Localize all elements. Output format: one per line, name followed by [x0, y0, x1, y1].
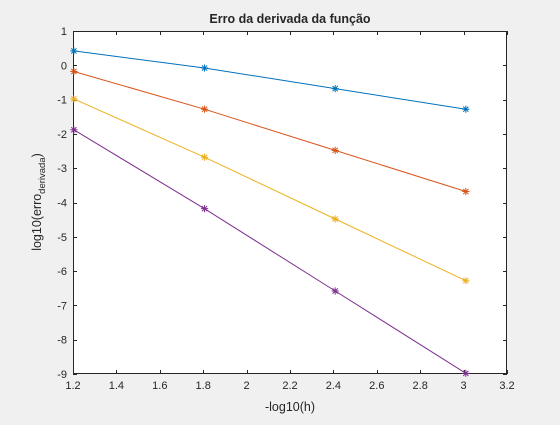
- x-tick-label: 3.2: [499, 380, 514, 392]
- data-point-asterisk: [200, 105, 209, 113]
- data-point-asterisk: [462, 277, 470, 285]
- y-tick-label: -5: [57, 232, 67, 244]
- series-2: [70, 67, 470, 196]
- series-3: [70, 95, 470, 285]
- x-tick-label: 2.2: [282, 380, 297, 392]
- series-line: [73, 98, 467, 282]
- x-axis-label: -log10(h): [265, 400, 315, 414]
- y-axis-label-subscript: derivada: [37, 157, 48, 194]
- data-point-asterisk: [70, 47, 78, 55]
- data-point-asterisk: [462, 187, 470, 196]
- data-point-asterisk: [70, 126, 78, 134]
- data-point-asterisk: [70, 67, 78, 76]
- x-tick-label: 1.6: [152, 380, 167, 392]
- data-point-asterisk: [331, 146, 339, 154]
- series-line: [73, 71, 466, 192]
- series-1: [70, 47, 470, 113]
- y-axis-label-base: log10(erro: [30, 194, 44, 251]
- y-tick-label: 1: [61, 26, 67, 38]
- x-tick-label: 3: [461, 380, 467, 392]
- series-line: [73, 50, 466, 110]
- x-tick-label: 1.4: [109, 380, 124, 392]
- data-point-asterisk: [462, 369, 470, 377]
- data-point-asterisk: [70, 95, 78, 103]
- y-tick-label: -8: [57, 335, 67, 347]
- y-tick-label: -2: [57, 129, 67, 141]
- data-point-asterisk: [331, 287, 339, 295]
- y-tick-label: -1: [57, 95, 67, 107]
- data-point-asterisk: [200, 64, 209, 72]
- x-tick-label: 1.8: [196, 380, 211, 392]
- y-tick-label: -3: [57, 163, 67, 175]
- data-point-asterisk: [331, 215, 339, 223]
- x-tick-label: 2: [244, 380, 250, 392]
- data-point-asterisk: [331, 85, 339, 93]
- y-axis-label: log10(erroderivada): [30, 153, 48, 251]
- plot-area: [73, 31, 507, 374]
- x-tick-label: 1.2: [65, 380, 80, 392]
- y-tick-label: 0: [61, 60, 67, 72]
- series-4: [70, 126, 470, 377]
- x-tick-label: 2.6: [369, 380, 384, 392]
- axes: 1.2 1.4 1.6 1.8 2 2.2 2.4 2.6 2.8 3 3.2 1 0 -1 -2 -3 -4 -…: [57, 26, 514, 392]
- y-axis-label-suffix: ): [30, 153, 44, 157]
- series-line: [73, 129, 467, 374]
- y-tick-label: -6: [57, 266, 67, 278]
- series-group: [70, 47, 470, 377]
- x-tick-label: 2.8: [413, 380, 428, 392]
- y-tick-label: -7: [57, 300, 67, 312]
- y-tick-label: -9: [57, 369, 67, 381]
- data-point-asterisk: [200, 205, 209, 213]
- x-tick-label: 2.4: [326, 380, 341, 392]
- chart-title: Erro da derivada da função: [209, 12, 371, 26]
- data-point-asterisk: [200, 153, 209, 161]
- y-tick-label: -4: [57, 198, 67, 210]
- data-point-asterisk: [462, 105, 470, 113]
